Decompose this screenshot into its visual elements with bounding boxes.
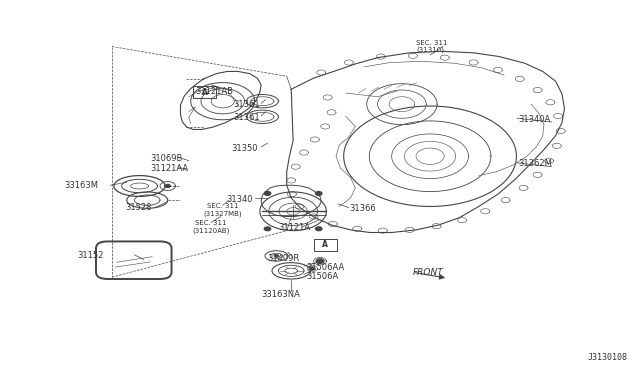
Circle shape xyxy=(264,227,271,231)
Text: J3130108: J3130108 xyxy=(588,353,627,362)
Bar xyxy=(314,239,337,251)
Text: 31069B: 31069B xyxy=(150,154,183,163)
Circle shape xyxy=(165,185,170,187)
Text: 31361: 31361 xyxy=(234,113,260,122)
Text: 33163NA: 33163NA xyxy=(261,290,300,299)
Circle shape xyxy=(316,192,322,195)
Text: 31366: 31366 xyxy=(349,204,376,213)
Text: 31340A: 31340A xyxy=(518,115,550,124)
Text: 31121AA: 31121AA xyxy=(150,164,189,173)
Circle shape xyxy=(275,255,278,257)
Circle shape xyxy=(316,259,324,263)
Text: A: A xyxy=(322,240,328,249)
Text: 31350: 31350 xyxy=(232,144,258,153)
Bar xyxy=(193,86,216,98)
Text: 31409R: 31409R xyxy=(268,254,300,263)
Circle shape xyxy=(316,227,322,231)
Text: SEC. 311
(31120AB): SEC. 311 (31120AB) xyxy=(193,220,230,234)
Text: 31361: 31361 xyxy=(234,100,260,109)
Circle shape xyxy=(310,267,315,270)
Text: 31506A: 31506A xyxy=(306,272,338,280)
Text: 31121AB: 31121AB xyxy=(195,87,233,96)
Text: SEC. 311
(31310): SEC. 311 (31310) xyxy=(416,40,447,53)
Text: SEC. 311
(31327MB): SEC. 311 (31327MB) xyxy=(204,203,242,217)
Circle shape xyxy=(264,192,271,195)
Text: 31506AA: 31506AA xyxy=(306,263,344,272)
Text: A: A xyxy=(202,88,208,97)
Text: 31340: 31340 xyxy=(227,195,253,203)
Text: FRONT: FRONT xyxy=(413,268,444,277)
Text: 31121A: 31121A xyxy=(278,223,310,232)
Text: 33163M: 33163M xyxy=(64,182,98,190)
Text: 31152: 31152 xyxy=(77,251,104,260)
Text: 31362M: 31362M xyxy=(518,159,552,168)
Text: 31528: 31528 xyxy=(125,203,151,212)
